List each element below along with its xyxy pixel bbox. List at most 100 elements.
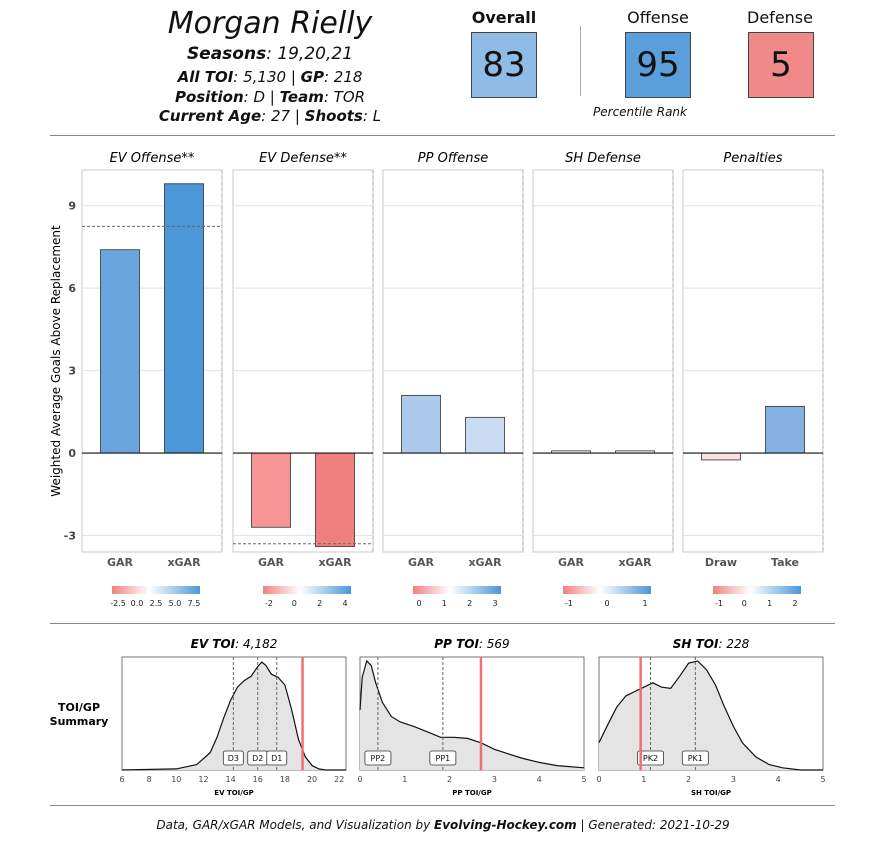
divider-top — [50, 135, 835, 136]
toi-side-title: TOI/GP — [58, 701, 100, 714]
position-label: Position — [174, 88, 244, 106]
color-legend-bar — [112, 586, 200, 594]
toi-x-tick-label: 3 — [492, 775, 497, 784]
toi-title-value: : 228 — [718, 637, 749, 651]
footer-credit: Data, GAR/xGAR Models, and Visualization… — [0, 818, 886, 832]
footer-brand: Evolving-Hockey.com — [434, 818, 577, 832]
panel-title: EV Defense** — [259, 151, 347, 166]
toi-x-tick-label: 6 — [119, 775, 124, 784]
defense-label: Defense — [747, 8, 813, 27]
x-tick-label: xGAR — [318, 556, 352, 569]
legend-tick-label: 4 — [342, 599, 347, 608]
rank-divider — [580, 26, 581, 96]
color-legend-bar — [563, 586, 651, 594]
panel-title: SH Defense — [565, 151, 641, 166]
toi-title-bold: EV TOI — [191, 637, 236, 651]
divider-middle — [50, 623, 835, 624]
legend-tick-label: 1 — [642, 599, 647, 608]
x-tick-label: xGAR — [618, 556, 652, 569]
toi-x-tick-label: 0 — [596, 775, 601, 784]
shoots-value: : L — [362, 107, 382, 125]
legend-tick-label: 1 — [767, 599, 772, 608]
defense-rank-box: 5 — [748, 32, 814, 98]
density-line — [359, 659, 585, 769]
bar — [315, 452, 355, 547]
gar-panel: SH Defense GAR xGAR -1 0 1 — [532, 151, 674, 608]
x-tick-label: GAR — [107, 556, 134, 569]
density-line — [598, 660, 823, 771]
bar — [164, 183, 204, 454]
position-line: Position: D | Team: TOR — [110, 88, 430, 106]
panel-title: EV Offense** — [110, 151, 195, 166]
footer-suffix: | Generated: 2021-10-29 — [576, 818, 730, 832]
toi-value: : 5,130 | — [233, 68, 301, 86]
toi-x-tick-label: 5 — [820, 775, 825, 784]
density-area — [599, 661, 823, 770]
offense-label: Offense — [627, 8, 689, 27]
color-legend-bar — [413, 586, 501, 594]
legend-tick-label: 2 — [792, 599, 797, 608]
position-value: : D | — [243, 88, 280, 106]
panel-title: PP Offense — [418, 151, 488, 166]
toi-panel-title: SH TOI: 228 — [673, 637, 750, 651]
bar — [701, 452, 741, 461]
color-legend-bar — [263, 586, 351, 594]
legend-tick-label: -2 — [265, 599, 273, 608]
toi-panel-title: PP TOI: 569 — [434, 637, 509, 651]
role-marker-box — [681, 750, 709, 766]
color-legend-bar — [713, 586, 801, 594]
footer-prefix: Data, GAR/xGAR Models, and Visualization… — [156, 818, 435, 832]
role-marker-box — [222, 750, 244, 766]
toi-label: All TOI — [177, 68, 234, 86]
age-line: Current Age: 27 | Shoots: L — [110, 107, 430, 125]
gp-value: : 218 — [323, 68, 363, 86]
y-tick-label: 6 — [68, 282, 76, 295]
gar-panel: EV Offense** GAR xGAR -2.5 0.0 2.5 5.0 7.5 — [81, 151, 223, 608]
toi-x-axis-label: EV TOI/GP — [214, 789, 253, 797]
divider-bottom — [50, 805, 835, 806]
toi-title-bold: PP TOI — [434, 637, 479, 651]
seasons-label: Seasons — [186, 44, 267, 64]
gar-bar-chart: Weighted Average Goals Above Replacement… — [49, 151, 824, 608]
gp-label: GP — [300, 68, 324, 86]
toi-x-tick-label: 12 — [198, 775, 208, 784]
role-marker-box — [364, 750, 392, 766]
toi-x-tick-label: 0 — [357, 775, 362, 784]
x-tick-label: xGAR — [468, 556, 502, 569]
gar-panel: EV Defense** GAR xGAR -2 0 2 4 — [232, 151, 374, 608]
toi-panel: SH TOI: 228 PK2 PK1 0 1 2 3 4 5 SH TOI/GP — [596, 637, 825, 797]
age-label: Current Age — [158, 107, 262, 125]
toi-x-tick-label: 2 — [686, 775, 691, 784]
legend-tick-label: 0 — [292, 599, 297, 608]
legend-tick-label: -1 — [715, 599, 723, 608]
y-tick-label: 9 — [68, 200, 76, 213]
team-label: Team — [279, 88, 324, 106]
toi-x-tick-label: 14 — [226, 775, 236, 784]
toi-x-tick-label: 20 — [307, 775, 317, 784]
x-tick-label: Take — [771, 556, 799, 569]
toi-x-tick-label: 18 — [280, 775, 290, 784]
toi-panel: EV TOI: 4,182 D3 D2 D1 6 8 10 12 14 16 18 20 22 EV TO… — [119, 637, 347, 797]
toi-title-value: : 4,182 — [235, 637, 277, 651]
offense-rank-box: 95 — [625, 32, 691, 98]
role-marker-label: D1 — [271, 754, 282, 763]
x-tick-label: xGAR — [167, 556, 201, 569]
toi-x-tick-label: 3 — [731, 775, 736, 784]
bar — [401, 394, 441, 454]
role-marker-label: D3 — [228, 754, 239, 763]
role-marker-label: PP2 — [371, 754, 386, 763]
x-tick-label: Draw — [705, 556, 737, 569]
team-value: : TOR — [323, 88, 366, 106]
density-area — [360, 661, 584, 770]
toi-x-tick-label: 1 — [402, 775, 407, 784]
legend-tick-label: 0 — [742, 599, 747, 608]
bar — [765, 405, 805, 454]
role-marker-label: PP1 — [436, 754, 451, 763]
gar-panel: Penalties Draw Take -1 0 1 2 — [682, 151, 824, 608]
y-tick-label: 3 — [68, 365, 76, 378]
toi-x-tick-label: 4 — [776, 775, 781, 784]
overall-label: Overall — [471, 8, 537, 27]
player-name: Morgan Rielly — [167, 6, 373, 41]
toi-x-axis-label: SH TOI/GP — [691, 789, 731, 797]
